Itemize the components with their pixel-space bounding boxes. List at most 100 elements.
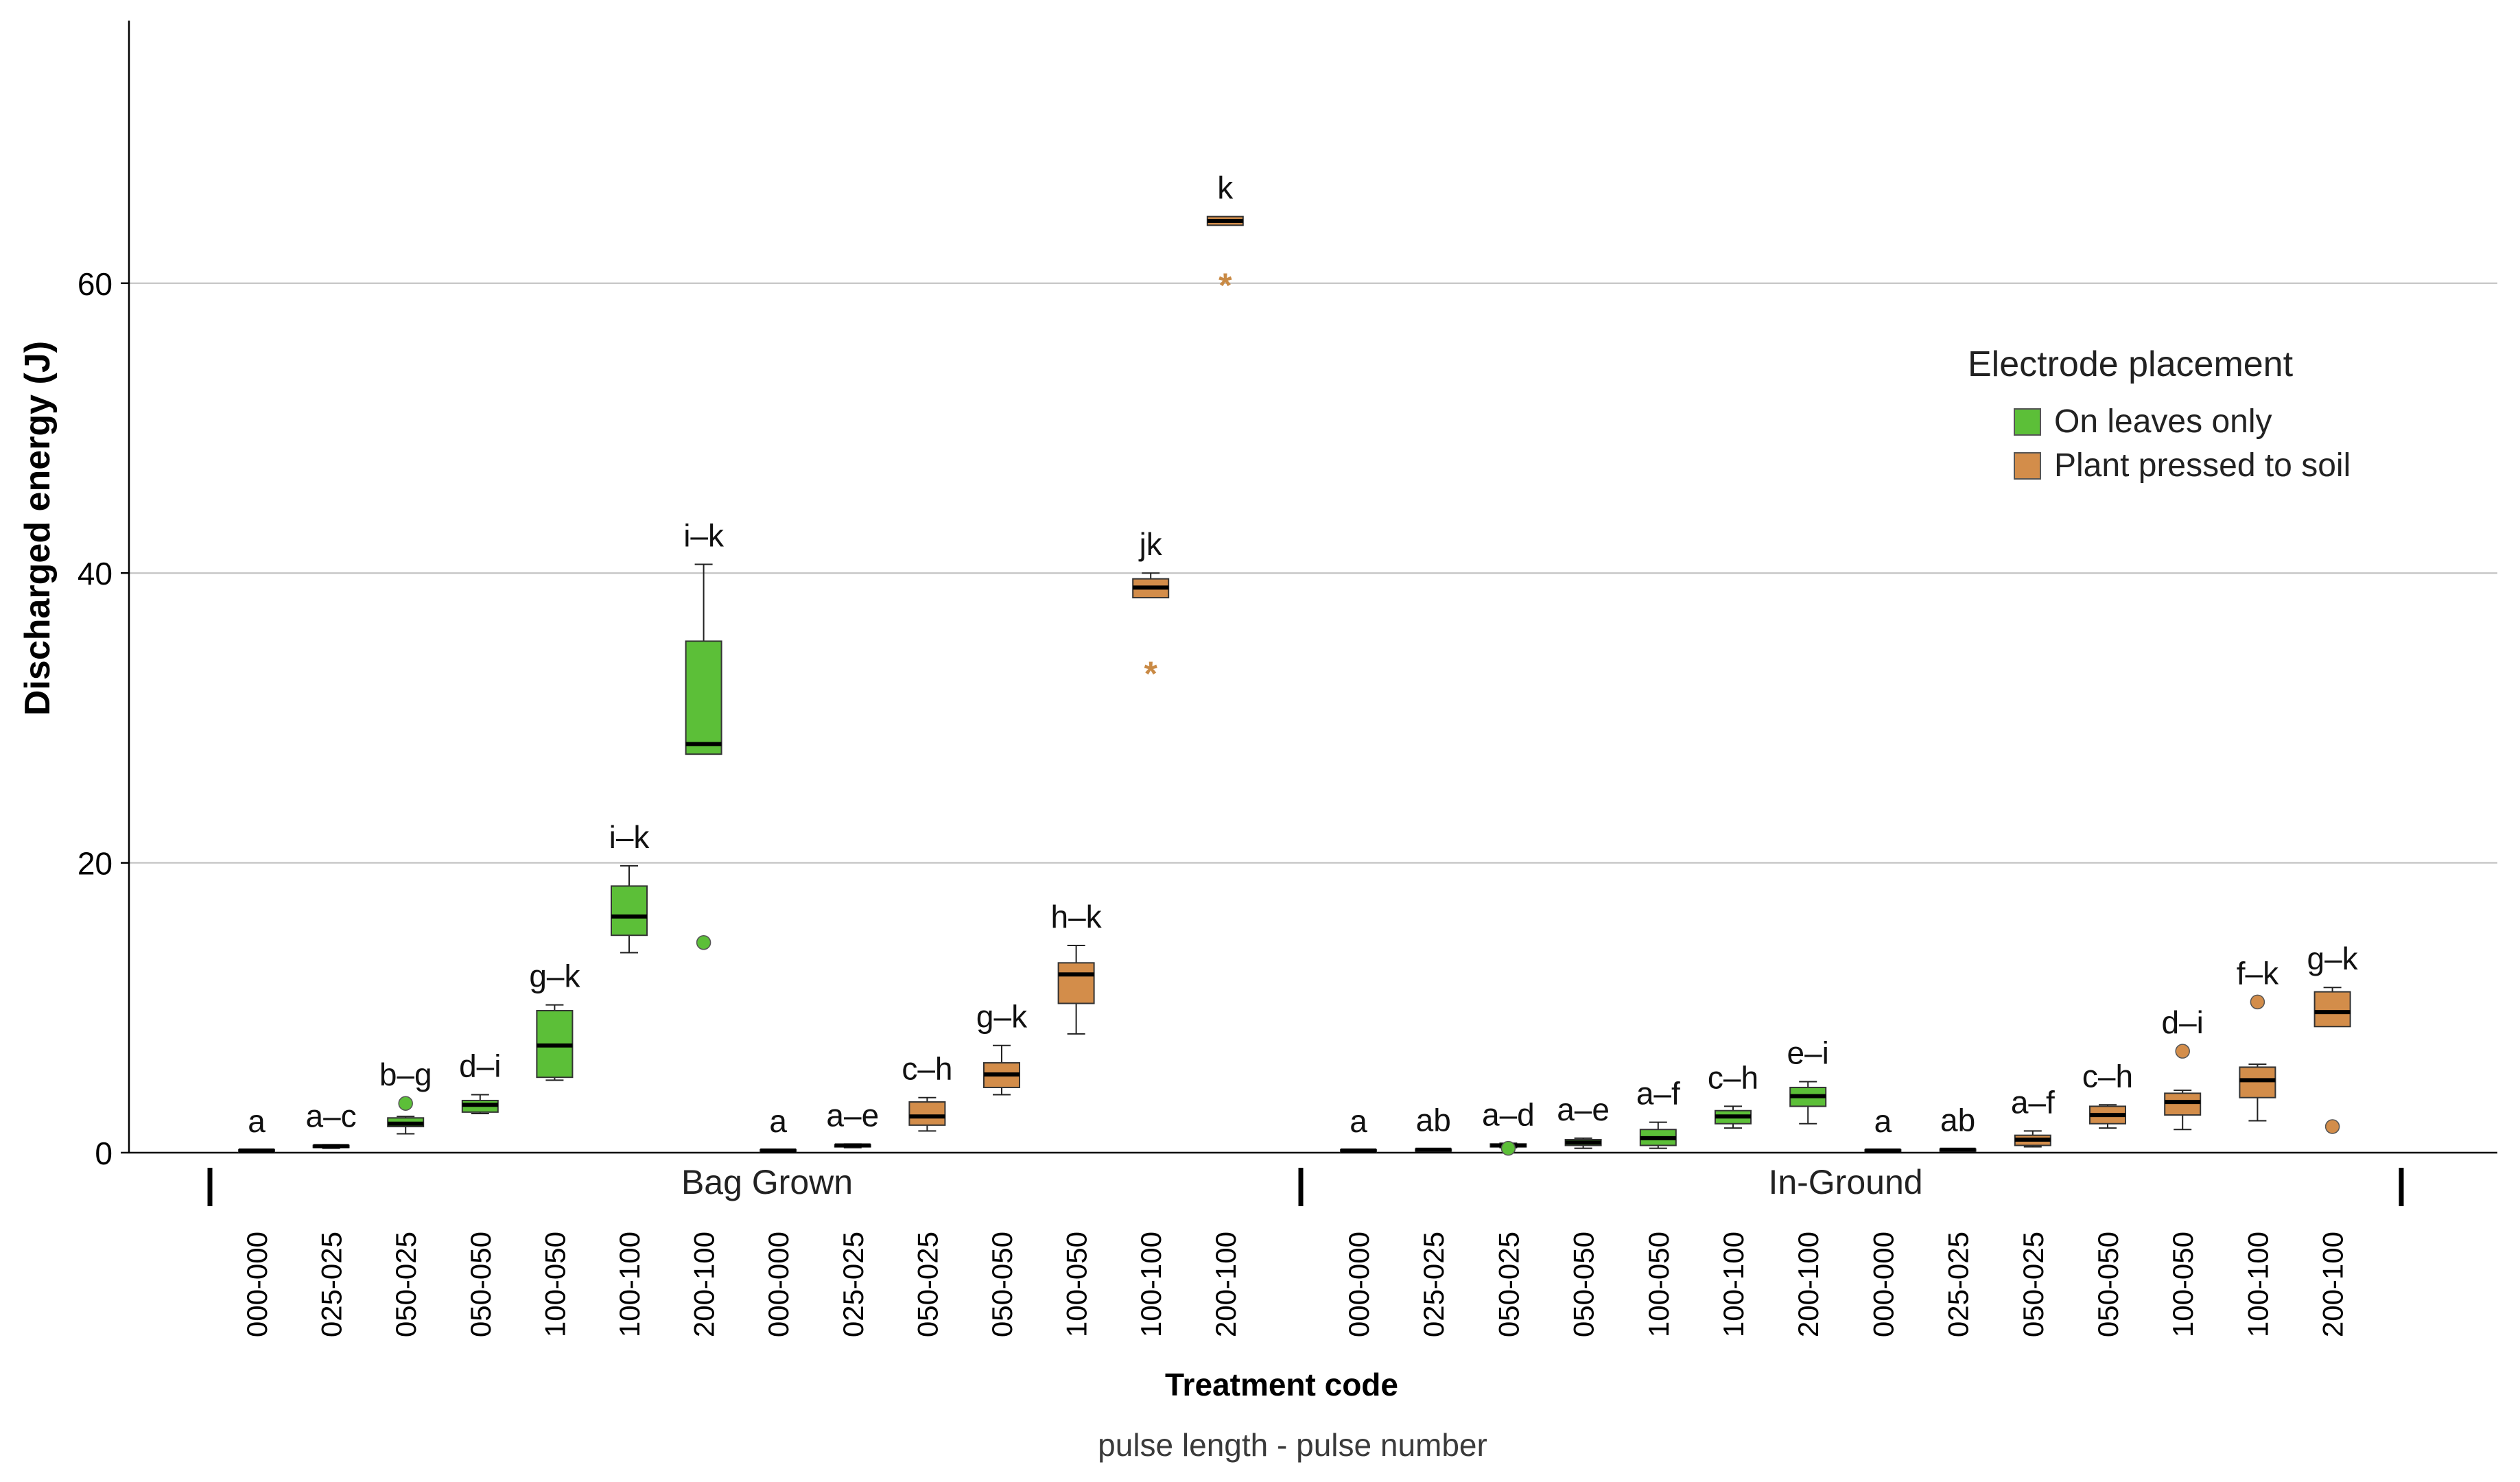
box-in-ground-soil-200-100: g–k: [2307, 941, 2359, 1134]
legend-label-soil: Plant pressed to soil: [2054, 447, 2351, 484]
significance-letter: d–i: [459, 1048, 501, 1084]
significance-letter: i–k: [609, 819, 650, 855]
x-tick-label-10: 050-050: [986, 1232, 1018, 1337]
x-tick-label-5: 100-100: [613, 1232, 646, 1337]
x-tick-label-13: 200-100: [1210, 1232, 1242, 1337]
significance-letter: d–i: [2162, 1004, 2204, 1040]
outlier-0: [2324, 1119, 2340, 1134]
outlier-0: [2250, 994, 2265, 1010]
box-bag-grown-leaves-100-050: g–k: [529, 958, 580, 1081]
box-bag-grown-soil-200-100: *k: [1206, 170, 1244, 305]
x-tick-label-15: 025-025: [1417, 1232, 1450, 1337]
x-tick-label-11: 100-050: [1061, 1232, 1093, 1337]
box-bag-grown-soil-100-050: h–k: [1051, 899, 1103, 1035]
box-bag-grown-soil-025-025: a–e: [826, 1097, 879, 1149]
x-tick-label-20: 200-100: [1792, 1232, 1824, 1337]
gridlines: [129, 282, 2497, 864]
significance-letter: a–f: [2011, 1084, 2055, 1120]
box-body: [908, 1101, 946, 1126]
significance-letter: h–k: [1051, 899, 1103, 934]
significance-letter: c–h: [2082, 1058, 2133, 1094]
significance-letter: b–g: [379, 1057, 432, 1092]
x-tick-label-16: 050-025: [1492, 1232, 1524, 1337]
box-in-ground-leaves-200-100: e–i: [1787, 1035, 1829, 1125]
x-tick-label-4: 100-050: [539, 1232, 571, 1337]
x-tick-label-21: 000-000: [1867, 1232, 1899, 1337]
box-in-ground-leaves-100-100: c–h: [1708, 1059, 1758, 1129]
group-labels: Bag Grown In-Ground: [207, 1163, 2404, 1206]
y-tick-label-20: 20: [78, 846, 113, 882]
box-in-ground-leaves-000-000: a: [1340, 1103, 1377, 1153]
box-body: [2164, 1092, 2202, 1116]
significance-letter: a–e: [826, 1097, 879, 1133]
x-tick-label-8: 025-025: [837, 1232, 869, 1337]
box-in-ground-soil-050-050: c–h: [2082, 1058, 2133, 1129]
x-tick-label-9: 050-025: [911, 1232, 943, 1337]
x-tick-label-27: 200-100: [2317, 1232, 2349, 1337]
x-tick-labels: 000-000 025-025 050-025 050-050 100-050 100-1…: [241, 1232, 2349, 1337]
significance-letter: i–k: [683, 518, 725, 554]
box-in-ground-leaves-050-050: a–e: [1557, 1092, 1610, 1149]
box-body: [2239, 1066, 2276, 1098]
box-bag-grown-soil-000-000: a: [759, 1103, 797, 1153]
significance-letter: ab: [1940, 1103, 1975, 1138]
y-tick-label-0: 0: [95, 1136, 113, 1171]
significance-letter: k: [1217, 170, 1234, 206]
x-axis-title: Treatment code: [1165, 1367, 1398, 1402]
y-axis-title: Discharged energy (J): [18, 341, 58, 716]
significance-letter: a: [248, 1103, 266, 1139]
boxes-layer: a a–cb–g d–ig–ki–ki–ka a–ec–hg–kh–k*jk*ka ab…: [238, 170, 2359, 1156]
significance-letter: e–i: [1787, 1035, 1829, 1071]
box-bag-grown-soil-050-025: c–h: [902, 1051, 952, 1132]
x-tick-label-18: 100-050: [1642, 1232, 1675, 1337]
x-tick-label-0: 000-000: [241, 1232, 273, 1337]
legend-label-leaves: On leaves only: [2054, 403, 2272, 440]
significance-letter: c–h: [1708, 1059, 1758, 1095]
x-axis-subtitle: pulse length - pulse number: [1098, 1427, 1487, 1463]
significance-letter: jk: [1138, 526, 1163, 562]
legend-swatch-soil: [2014, 452, 2041, 480]
box-bag-grown-leaves-200-100: i–k: [683, 518, 725, 950]
box-bag-grown-leaves-050-050: d–i: [459, 1048, 501, 1114]
x-tick-label-19: 100-100: [1717, 1232, 1750, 1337]
box-in-ground-leaves-050-025: a–d: [1482, 1096, 1535, 1156]
significance-letter: c–h: [902, 1051, 952, 1087]
y-tick-label-40: 40: [78, 556, 113, 591]
significance-letter: f–k: [2237, 955, 2279, 991]
significance-letter: a: [1874, 1103, 1892, 1139]
x-tick-label-24: 050-050: [2092, 1232, 2124, 1337]
outlier-0: [696, 935, 711, 950]
box-in-ground-soil-000-000: a: [1864, 1103, 1902, 1153]
extreme-outlier-0: *: [1218, 266, 1232, 305]
group-label-in-ground: In-Ground: [1768, 1163, 1922, 1201]
box-in-ground-leaves-025-025: ab: [1415, 1103, 1452, 1152]
significance-letter: a–e: [1557, 1092, 1610, 1127]
x-tick-label-12: 100-100: [1135, 1232, 1167, 1337]
box-in-ground-soil-100-100: f–k: [2237, 955, 2279, 1122]
significance-letter: g–k: [2307, 941, 2359, 976]
box-bag-grown-leaves-100-100: i–k: [609, 819, 650, 954]
box-body: [2313, 991, 2351, 1028]
axes: [128, 21, 2497, 1154]
box-bag-grown-leaves-025-025: a–c: [306, 1098, 357, 1149]
box-bag-grown-soil-050-050: g–k: [976, 999, 1028, 1096]
box-bag-grown-leaves-000-000: a: [238, 1103, 275, 1153]
box-in-ground-soil-025-025: ab: [1939, 1103, 1977, 1152]
significance-letter: a–d: [1482, 1096, 1535, 1132]
outlier-0: [2175, 1044, 2190, 1059]
x-tick-label-2: 050-025: [390, 1232, 422, 1337]
x-tick-label-7: 000-000: [762, 1232, 794, 1337]
x-tick-label-14: 000-000: [1343, 1232, 1375, 1337]
significance-letter: a–c: [306, 1098, 357, 1133]
group-label-bag-grown: Bag Grown: [681, 1163, 853, 1201]
y-axis-ticks: 0 20 40 60: [78, 266, 129, 1171]
significance-letter: g–k: [529, 958, 580, 994]
significance-letter: a: [769, 1103, 787, 1139]
box-body: [611, 885, 648, 937]
box-bag-grown-soil-100-100: * jk: [1132, 526, 1170, 693]
x-tick-label-17: 050-050: [1568, 1232, 1600, 1337]
x-tick-label-1: 025-025: [316, 1232, 348, 1337]
box-body: [685, 640, 722, 755]
